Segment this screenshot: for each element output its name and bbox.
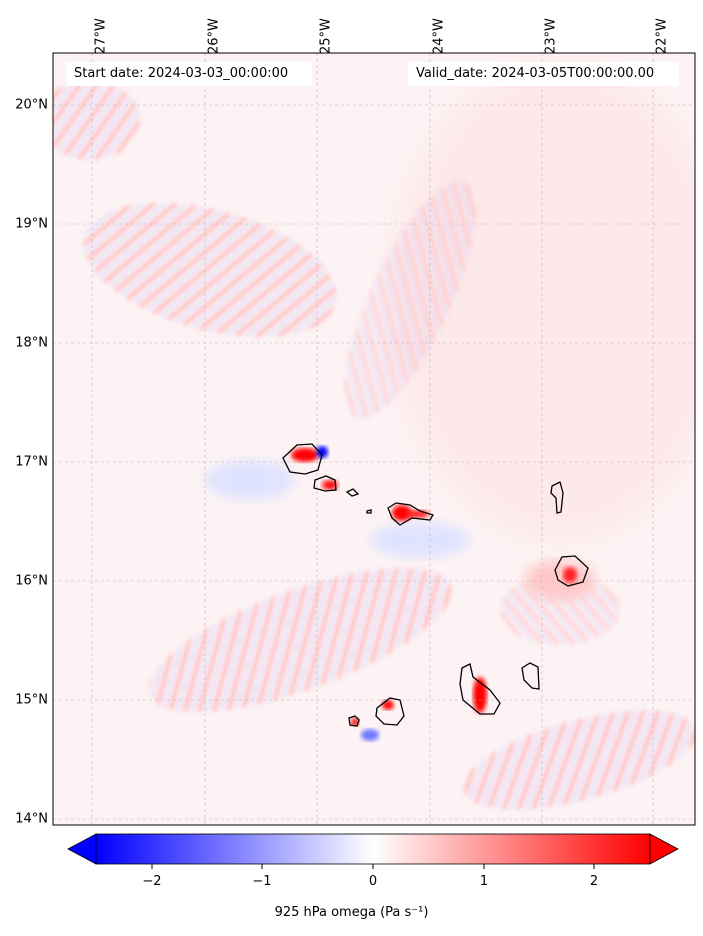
start-date-label: Start date: 2024-03-03_00:00:00 [72, 66, 291, 81]
map-frame [52, 52, 696, 826]
colorbar-tick-neg2: −2 [142, 874, 162, 889]
lat-tick-19n: 19°N [15, 216, 48, 232]
lat-tick-14n: 14°N [15, 811, 48, 827]
colorbar-title: 925 hPa omega (Pa s⁻¹) [274, 905, 429, 920]
colorbar-tick-1: 1 [479, 874, 489, 889]
colorbar-tick-2: 2 [589, 874, 599, 889]
lat-tick-20n: 20°N [15, 97, 48, 113]
omega-field [53, 53, 695, 825]
colorbar [67, 833, 679, 869]
lat-tick-15n: 15°N [15, 692, 48, 708]
lat-tick-16n: 16°N [15, 573, 48, 589]
lat-tick-18n: 18°N [15, 335, 48, 351]
colorbar-tick-0: 0 [368, 874, 378, 889]
colorbar-tick-neg1: −1 [252, 874, 272, 889]
coastlines [282, 443, 589, 727]
valid-date-label: Valid_date: 2024-03-05T00:00:00.00 [414, 66, 657, 81]
lat-tick-17n: 17°N [15, 454, 48, 470]
